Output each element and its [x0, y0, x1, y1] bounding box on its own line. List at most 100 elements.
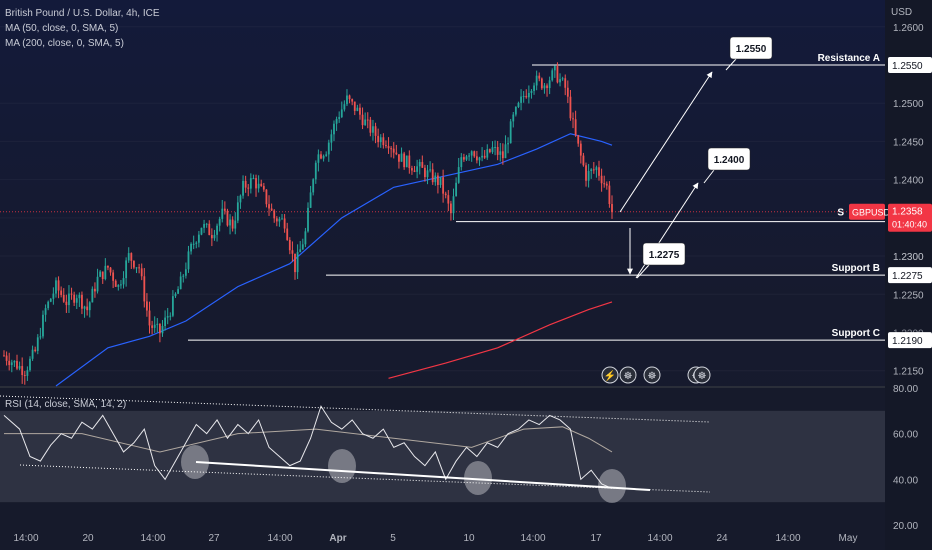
- candle: [424, 164, 426, 182]
- event-icon-glyph: ☸: [698, 371, 707, 382]
- candle-body: [307, 207, 309, 232]
- candle: [127, 247, 130, 263]
- candle-body: [426, 170, 429, 178]
- candle: [392, 142, 395, 159]
- candle: [99, 270, 102, 278]
- candle-body: [174, 293, 177, 297]
- candle: [587, 163, 590, 188]
- candle: [278, 216, 281, 227]
- candle: [65, 294, 68, 313]
- candle: [603, 175, 606, 188]
- candle-body: [49, 298, 52, 302]
- candle: [239, 194, 242, 209]
- candle: [457, 157, 460, 184]
- candle-body: [595, 167, 598, 170]
- candle: [10, 359, 13, 373]
- candle: [551, 68, 554, 82]
- candle: [223, 201, 226, 215]
- candle: [522, 91, 525, 103]
- candle-body: [312, 179, 315, 193]
- candle: [403, 151, 406, 170]
- candle: [229, 214, 231, 235]
- candle-body: [210, 235, 213, 239]
- candle: [411, 165, 413, 175]
- time-tick: 14:00: [647, 533, 672, 544]
- candle-body: [582, 155, 585, 166]
- candle-body: [42, 314, 44, 337]
- candle: [268, 195, 270, 216]
- candle: [57, 276, 60, 299]
- candle-body: [281, 218, 283, 220]
- candle: [486, 144, 489, 160]
- event-icon-glyph: ☸: [648, 371, 657, 382]
- candle: [527, 85, 530, 104]
- candle: [608, 181, 611, 208]
- candle: [91, 286, 94, 303]
- candle: [416, 159, 419, 179]
- candle-body: [478, 157, 481, 161]
- candle: [426, 164, 429, 185]
- candle: [452, 188, 455, 221]
- candle-body: [465, 156, 468, 160]
- target-label: 1.2550: [736, 44, 767, 55]
- candle-body: [278, 218, 281, 222]
- candle-body: [29, 358, 31, 371]
- candle-body: [501, 151, 504, 159]
- candle: [600, 168, 603, 192]
- candle: [286, 222, 289, 241]
- candle: [499, 143, 502, 162]
- candle: [398, 154, 400, 169]
- candle: [566, 80, 569, 104]
- candle-body: [192, 243, 195, 245]
- candle: [598, 160, 600, 181]
- candle: [366, 112, 369, 129]
- candle: [216, 223, 218, 242]
- candle: [364, 112, 367, 126]
- candle-body: [265, 189, 268, 205]
- candle-body: [457, 167, 460, 183]
- candle-body: [507, 143, 509, 145]
- candle: [377, 128, 380, 148]
- candle: [434, 172, 437, 186]
- candle: [164, 310, 167, 331]
- candle-body: [548, 80, 551, 89]
- candle: [249, 173, 252, 194]
- candle-body: [99, 271, 102, 277]
- candle: [359, 103, 361, 120]
- candle-body: [148, 310, 151, 326]
- candle: [244, 175, 247, 193]
- time-tick: 27: [208, 533, 220, 544]
- candle-body: [156, 323, 159, 325]
- candle-body: [223, 208, 226, 211]
- candle-body: [390, 148, 393, 150]
- candle: [138, 263, 141, 274]
- candle-body: [231, 219, 234, 229]
- candle-body: [488, 149, 491, 153]
- candle-body: [169, 315, 172, 317]
- candle-body: [499, 151, 502, 155]
- candle: [496, 140, 499, 161]
- candle-body: [361, 114, 364, 126]
- rsi-highlight: [598, 469, 626, 503]
- candle: [8, 352, 11, 371]
- candle: [312, 178, 315, 196]
- rsi-highlight: [464, 461, 492, 495]
- candle: [356, 104, 359, 112]
- candle: [512, 111, 515, 128]
- level-badge-label: 1.2275: [892, 271, 923, 282]
- candle-body: [125, 260, 128, 279]
- candle: [26, 366, 29, 381]
- candle: [304, 227, 307, 248]
- candle-body: [320, 154, 322, 159]
- candle-body: [104, 265, 107, 280]
- candle: [579, 140, 582, 164]
- candle: [47, 300, 50, 311]
- level-badge-label: 1.2550: [892, 61, 923, 72]
- candle: [210, 228, 213, 247]
- time-tick: May: [839, 533, 858, 544]
- candle-body: [73, 294, 76, 303]
- candle: [590, 168, 593, 179]
- candle-body: [94, 288, 96, 292]
